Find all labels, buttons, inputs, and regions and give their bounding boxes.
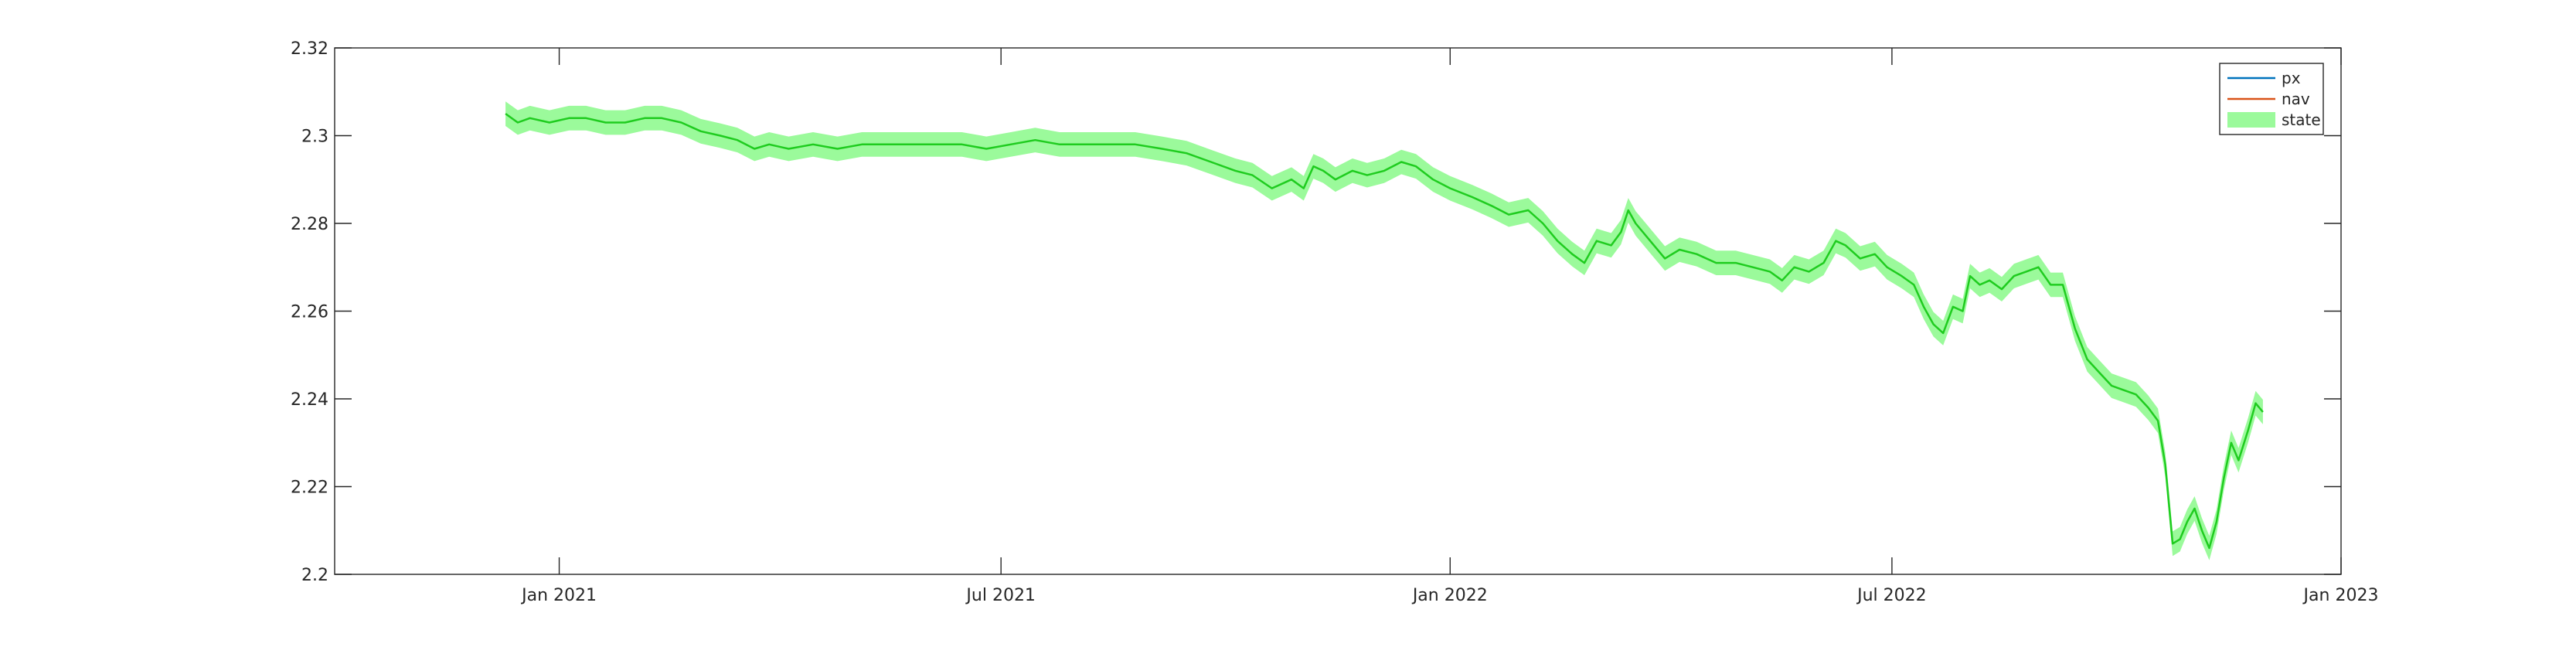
y-tick-label: 2.2 bbox=[301, 566, 328, 585]
x-tick-label: Jul 2022 bbox=[1856, 586, 1927, 605]
x-tick-label: Jan 2021 bbox=[520, 586, 597, 605]
y-tick-label: 2.24 bbox=[291, 390, 328, 410]
state-line bbox=[505, 113, 2264, 550]
legend-label-state: state bbox=[2282, 111, 2321, 129]
y-tick-label: 2.22 bbox=[291, 478, 328, 498]
legend-label-px: px bbox=[2282, 69, 2301, 87]
legend: px nav state bbox=[2219, 63, 2324, 135]
legend-swatch-state bbox=[2227, 112, 2275, 128]
x-tick-label: Jul 2021 bbox=[965, 586, 1036, 605]
y-tick-label: 2.32 bbox=[291, 39, 328, 59]
x-tick-label: Jan 2022 bbox=[1411, 586, 1488, 605]
x-tick-label: Jan 2023 bbox=[2302, 586, 2379, 605]
y-tick-label: 2.28 bbox=[291, 215, 328, 234]
y-tick-label: 2.26 bbox=[291, 303, 328, 322]
y-tick-label: 2.3 bbox=[301, 128, 328, 147]
legend-label-nav: nav bbox=[2282, 90, 2310, 108]
